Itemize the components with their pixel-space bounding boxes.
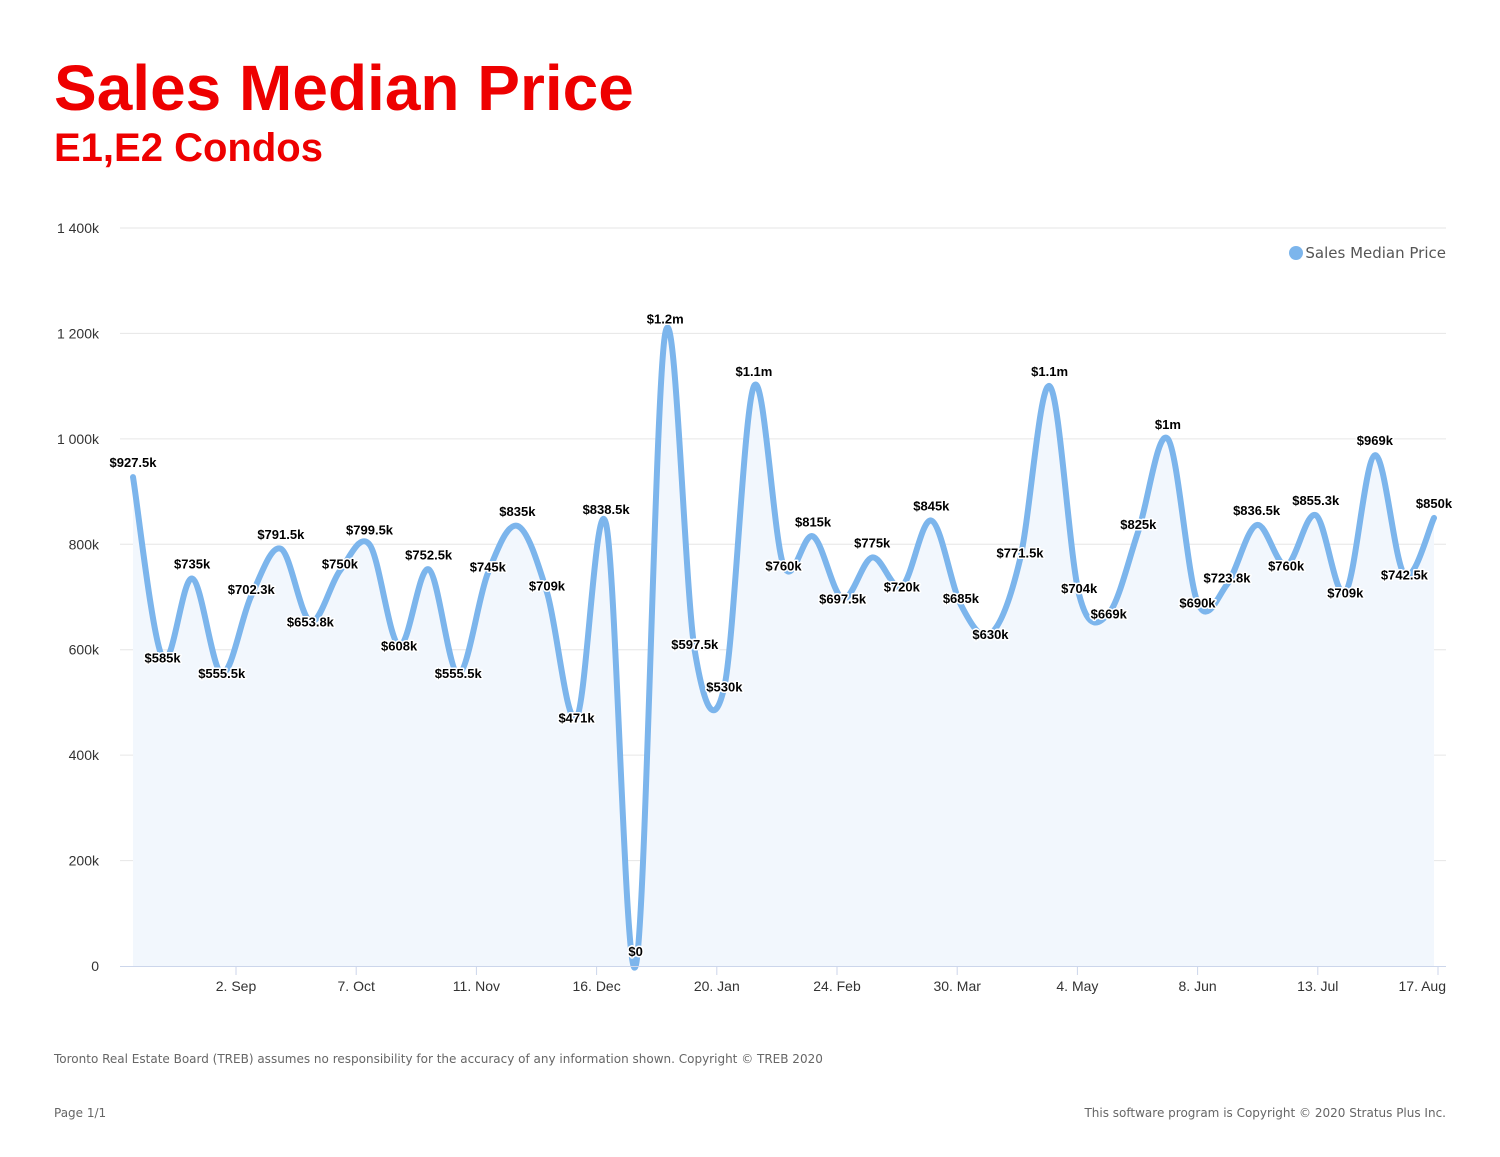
data-label: $835k — [499, 504, 536, 519]
y-tick-label: 1 200k — [57, 325, 100, 341]
x-axis-ticks: 2. Sep 7. Oct 11. Nov 16. Dec 20. Jan 24. Feb… — [216, 966, 1446, 994]
data-label: $685k — [943, 591, 980, 606]
data-label: $850k — [1416, 496, 1453, 511]
data-label: $690k — [1179, 595, 1216, 610]
data-label: $597.5k — [671, 637, 719, 652]
series-area — [133, 327, 1434, 968]
data-label: $825k — [1120, 517, 1157, 532]
y-tick-label: 200k — [69, 853, 100, 869]
x-tick-label: 20. Jan — [694, 978, 740, 994]
x-tick-label: 16. Dec — [572, 978, 620, 994]
y-tick-label: 1 400k — [57, 220, 100, 236]
x-tick-label: 30. Mar — [933, 978, 981, 994]
data-label: $709k — [1327, 585, 1364, 600]
y-axis-labels: 0 200k 400k 600k 800k 1 000k 1 200k 1 400k — [57, 220, 100, 974]
data-label: $775k — [854, 535, 891, 550]
legend-label[interactable]: Sales Median Price — [1305, 244, 1446, 262]
data-label: $585k — [144, 651, 181, 666]
x-tick-label: 11. Nov — [453, 978, 500, 994]
data-label: $836.5k — [1233, 503, 1281, 518]
x-tick-label: 4. May — [1056, 978, 1098, 994]
x-tick-label: 8. Jun — [1179, 978, 1217, 994]
data-label: $630k — [972, 627, 1009, 642]
data-label: $0 — [628, 944, 642, 959]
data-label: $709k — [529, 578, 566, 593]
data-label: $704k — [1061, 581, 1098, 596]
series-line[interactable] — [130, 324, 1437, 971]
data-labels: $927.5k $585k $735k $555.5k $702.3k $791.5k $6… — [108, 310, 1454, 961]
y-tick-label: 1 000k — [57, 431, 100, 447]
data-label: $1.1m — [735, 364, 772, 379]
sales-median-price-chart: 0 200k 400k 600k 800k 1 000k 1 200k 1 400k 2. S… — [57, 220, 1454, 994]
data-label: $530k — [706, 680, 743, 695]
data-label: $735k — [174, 557, 211, 572]
data-label: $745k — [470, 559, 507, 574]
x-tick-label: 24. Feb — [813, 978, 861, 994]
data-label: $608k — [381, 638, 418, 653]
data-label: $742.5k — [1381, 568, 1429, 583]
copyright-text: This software program is Copyright © 202… — [1084, 1106, 1446, 1120]
page-subtitle: E1,E2 Condos — [54, 126, 323, 170]
data-label: $855.3k — [1292, 493, 1340, 508]
x-tick-label: 17. Aug — [1399, 978, 1447, 994]
data-label: $752.5k — [405, 547, 453, 562]
data-label: $750k — [322, 557, 359, 572]
data-label: $815k — [795, 514, 832, 529]
x-tick-label: 2. Sep — [216, 978, 257, 994]
legend-marker-icon — [1289, 246, 1303, 260]
data-label: $845k — [913, 499, 950, 514]
data-label: $799.5k — [346, 523, 394, 538]
data-label: $791.5k — [257, 527, 305, 542]
data-label: $723.8k — [1204, 570, 1252, 585]
data-label: $653.8k — [287, 614, 335, 629]
x-tick-label: 7. Oct — [338, 978, 375, 994]
data-label: $760k — [765, 558, 802, 573]
data-label: $771.5k — [997, 545, 1045, 560]
y-tick-label: 400k — [69, 747, 100, 763]
page-title: Sales Median Price — [54, 52, 634, 124]
disclaimer-text: Toronto Real Estate Board (TREB) assumes… — [54, 1052, 823, 1066]
data-label: $1.2m — [647, 311, 684, 326]
data-label: $1.1m — [1031, 364, 1068, 379]
data-label: $720k — [884, 579, 921, 594]
x-tick-label: 13. Jul — [1297, 978, 1338, 994]
data-label: $471k — [558, 711, 595, 726]
legend[interactable]: Sales Median Price — [1289, 244, 1446, 262]
data-label: $555.5k — [198, 666, 246, 681]
data-label: $702.3k — [228, 582, 276, 597]
data-label: $969k — [1357, 433, 1394, 448]
data-label: $760k — [1268, 558, 1305, 573]
data-label: $669k — [1091, 606, 1128, 621]
data-label: $838.5k — [583, 502, 631, 517]
page-number: Page 1/1 — [54, 1106, 107, 1120]
y-tick-label: 0 — [91, 958, 99, 974]
data-label: $697.5k — [819, 591, 867, 606]
data-label: $1m — [1155, 417, 1181, 432]
y-tick-label: 600k — [69, 642, 100, 658]
data-label: $555.5k — [435, 666, 483, 681]
data-label: $927.5k — [110, 455, 158, 470]
y-tick-label: 800k — [69, 536, 100, 552]
